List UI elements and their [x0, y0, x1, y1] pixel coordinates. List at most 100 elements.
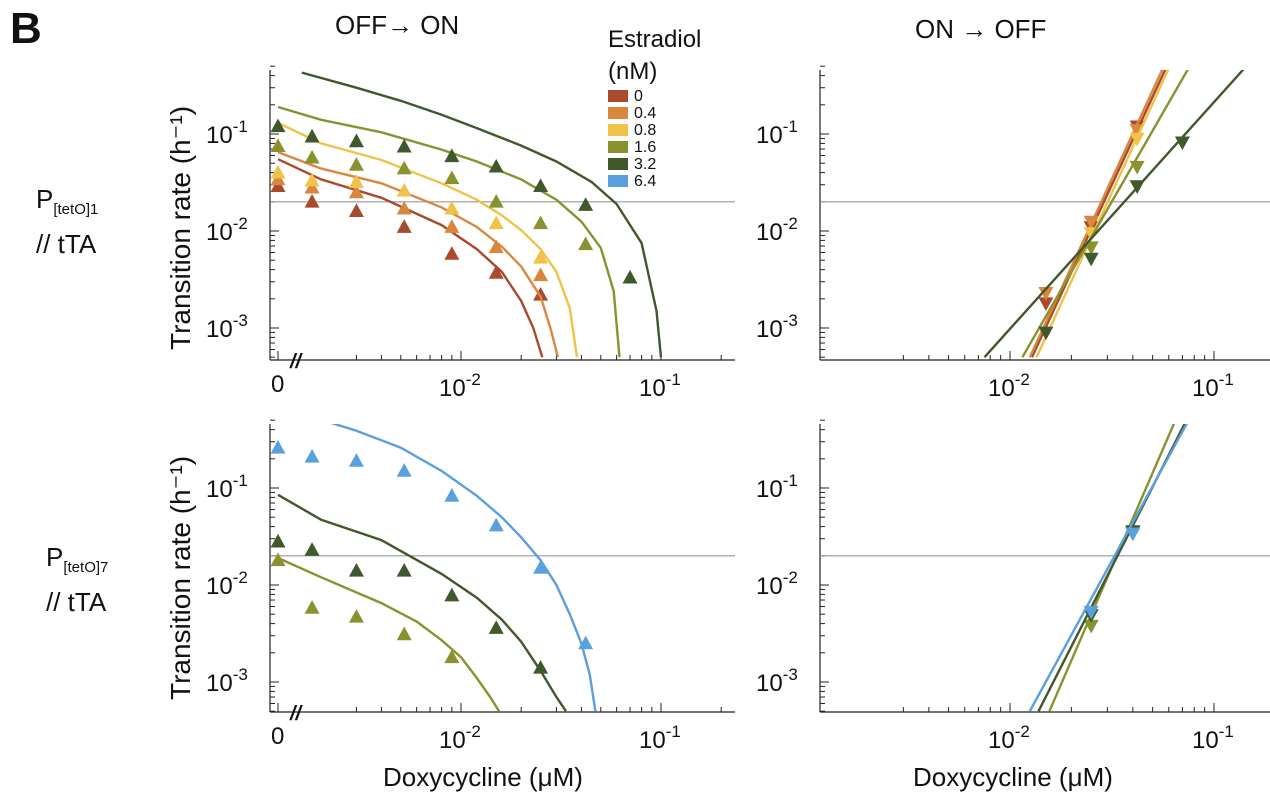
data-point-3.2 [488, 158, 504, 173]
y-tick-label: 10-2 [206, 214, 248, 246]
y-tick-label: 10-3 [756, 311, 798, 343]
y-tick-label: 10-3 [206, 665, 248, 697]
data-point-0.4 [444, 219, 460, 233]
row-label-teto1: P[tetO]1 // tTA [36, 184, 99, 259]
legend-item-0.4: 0.4 [608, 105, 701, 122]
data-point-3.2 [1129, 180, 1145, 194]
x-tick-label: 10-1 [639, 722, 681, 754]
legend-label: 1.6 [634, 139, 657, 156]
fit-line-3.2 [983, 70, 1245, 359]
data-point-1.6 [348, 157, 364, 171]
axis-break-mark: // [289, 351, 304, 373]
axis-break-mark: // [289, 703, 304, 725]
legend: Estradiol (nM) 0 0.4 0.8 1.6 3.2 6.4 [608, 24, 701, 190]
panel-letter: B [10, 4, 42, 53]
fit-line-1.6 [1021, 70, 1189, 358]
legend-item-1.6: 1.6 [608, 139, 701, 156]
data-point-3.2 [270, 533, 286, 548]
data-point-3.2 [396, 563, 412, 577]
legend-label: 3.2 [634, 156, 657, 173]
data-point-0 [304, 194, 320, 208]
data-point-6.4 [396, 463, 412, 477]
legend-swatch [608, 107, 628, 119]
data-point-1.6 [444, 170, 460, 185]
data-point-1.6 [270, 138, 286, 152]
legend-label: 0.8 [634, 122, 657, 139]
data-point-3.2 [1083, 252, 1099, 267]
data-point-3.2 [304, 128, 320, 143]
data-point-0 [533, 286, 549, 301]
legend-label: 6.4 [634, 173, 657, 190]
data-point-6.4 [1125, 527, 1141, 542]
data-point-0.8 [270, 164, 286, 179]
fit-line-0.4 [1028, 70, 1164, 358]
data-point-3.2 [1038, 326, 1054, 341]
data-point-3.2 [1174, 136, 1190, 151]
data-point-1.6 [304, 149, 320, 164]
data-point-6.4 [444, 488, 460, 502]
x-tick-label: 10-2 [988, 722, 1030, 754]
fit-line-0.4 [277, 150, 560, 358]
fit-line-3.2 [277, 493, 567, 712]
y-tick-label: 10-1 [756, 471, 798, 503]
data-point-3.2 [348, 563, 364, 577]
data-point-1.6 [1083, 619, 1099, 634]
y-tick-label: 10-1 [206, 117, 248, 149]
legend-item-0.8: 0.8 [608, 122, 701, 139]
legend-label: 0.4 [634, 105, 657, 122]
legend-swatch [608, 175, 628, 187]
legend-item-6.4: 6.4 [608, 173, 701, 190]
data-point-0.4 [1038, 287, 1054, 301]
data-point-3.2 [304, 542, 320, 556]
fit-line-0 [1030, 70, 1167, 358]
data-point-0 [444, 246, 460, 260]
data-point-1.6 [396, 626, 412, 641]
legend-swatch [608, 141, 628, 153]
column-title-on-to-off: ON → OFF [915, 14, 1047, 44]
legend-item-0: 0 [608, 88, 701, 105]
fit-line-0.8 [1035, 70, 1170, 358]
y-tick-label: 10-1 [206, 471, 248, 503]
y-tick-label: 10-1 [756, 117, 798, 149]
data-point-1.6 [396, 160, 412, 175]
legend-label: 0 [634, 88, 643, 105]
data-point-0.8 [444, 200, 460, 215]
y-tick-label: 10-2 [756, 214, 798, 246]
data-point-3.2 [444, 148, 460, 163]
data-point-1.6 [1129, 160, 1145, 175]
fit-line-1.6 [277, 556, 501, 712]
legend-title: Estradiol (nM) [608, 26, 702, 85]
data-point-0.8 [533, 249, 549, 264]
fit-line-0 [277, 158, 544, 358]
x-tick-label-zero: 0 [271, 723, 284, 750]
data-point-0.4 [488, 239, 504, 254]
data-point-6.4 [578, 635, 594, 650]
y-tick-label: 10-2 [756, 568, 798, 600]
data-point-0 [1038, 297, 1054, 312]
row-label-teto7: P[tetO]7 // tTA [46, 542, 109, 617]
data-point-0.4 [396, 200, 412, 215]
y-tick-label: 10-3 [206, 311, 248, 343]
data-point-3.2 [533, 178, 549, 192]
legend-swatch [608, 124, 628, 136]
data-point-6.4 [1083, 605, 1099, 620]
x-tick-label: 10-2 [439, 722, 481, 754]
y-tick-label: 10-2 [206, 568, 248, 600]
legend-swatch [608, 158, 628, 170]
x-tick-label: 10-1 [639, 370, 681, 402]
data-point-6.4 [348, 453, 364, 467]
data-point-0.8 [304, 172, 320, 187]
data-point-1.6 [1083, 241, 1099, 256]
data-point-3.2 [533, 660, 549, 674]
data-point-1.6 [270, 552, 286, 567]
data-point-0.4 [348, 184, 364, 199]
data-point-6.4 [488, 517, 504, 532]
x-tick-label: 10-2 [439, 370, 481, 402]
column-title-off-to-on: OFF→ ON [335, 10, 460, 40]
data-point-0.4 [270, 171, 286, 186]
data-point-0.4 [304, 179, 320, 194]
fit-line-3.2 [301, 71, 663, 358]
data-point-3.2 [578, 197, 594, 211]
data-point-6.4 [533, 560, 549, 574]
